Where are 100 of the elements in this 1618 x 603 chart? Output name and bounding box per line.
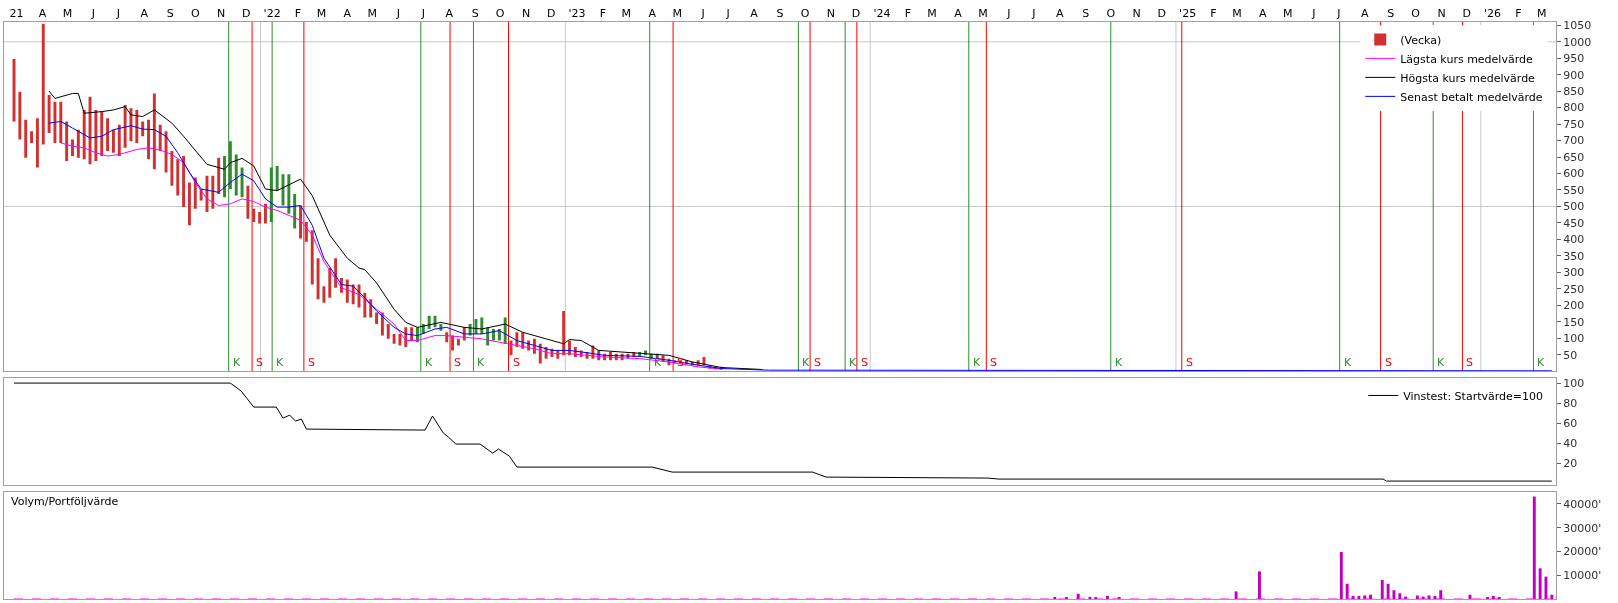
x-tick-label: D xyxy=(546,6,556,20)
y-tick-label: 60 xyxy=(1563,416,1578,430)
x-tick-label: A xyxy=(445,6,454,20)
y-tick-label: 350 xyxy=(1563,249,1585,263)
y-tick-label: 650 xyxy=(1563,150,1585,164)
ref-line-label: S xyxy=(454,356,461,369)
y-tick-label: 600 xyxy=(1563,167,1585,181)
ref-line-label: K xyxy=(1344,356,1352,369)
y-tick-label: 40 xyxy=(1563,436,1578,450)
ref-line-label: K xyxy=(1437,356,1445,369)
y-tick-label: 450 xyxy=(1563,216,1585,230)
y-tick-label: 100 xyxy=(1563,376,1585,390)
legend-label: Vinstest: Startvärde=100 xyxy=(1403,389,1544,403)
x-tick-label: O xyxy=(495,6,505,20)
x-tick-label: D xyxy=(1462,6,1471,20)
ref-line-label: S xyxy=(1385,356,1392,369)
x-tick-label: M xyxy=(1537,6,1547,20)
x-tick-label: F xyxy=(904,6,911,20)
x-tick-label: M xyxy=(62,6,73,20)
x-tick-label: J xyxy=(1031,6,1036,20)
x-tick-label: A xyxy=(1360,6,1369,20)
x-tick-label: O xyxy=(190,6,200,20)
y-tick-label: 20 xyxy=(1563,456,1578,470)
y-tick-label: 400 xyxy=(1563,233,1585,247)
ref-line-label: S xyxy=(861,356,868,369)
x-tick-label: A xyxy=(38,6,47,20)
x-tick-label: M xyxy=(621,6,632,20)
y-tick-label: 300 xyxy=(1563,266,1585,280)
x-tick-label: M xyxy=(927,6,937,20)
ref-line-label: K xyxy=(1537,356,1545,369)
y-tick-label: 40000' xyxy=(1563,497,1602,511)
legend-label: Högsta kurs medelvärde xyxy=(1400,71,1536,85)
ref-line-label: K xyxy=(425,356,433,369)
x-tick-label: S xyxy=(1082,6,1090,20)
ref-line-label: K xyxy=(233,356,241,369)
x-tick-label: M xyxy=(978,6,988,20)
x-tick-label: M xyxy=(367,6,378,20)
chart-title: Volym/Portföljvärde xyxy=(11,495,119,508)
x-tick-label: A xyxy=(1259,6,1268,20)
ref-line-label: K xyxy=(1115,356,1123,369)
y-tick-label: 200 xyxy=(1563,299,1585,313)
x-tick-label: A xyxy=(140,6,149,20)
x-tick-label: '23 xyxy=(568,6,586,20)
x-tick-label: A xyxy=(343,6,352,20)
x-tick-label: M xyxy=(1232,6,1242,20)
x-tick-label: O xyxy=(1106,6,1116,20)
y-tick-label: 30000' xyxy=(1563,521,1602,535)
ref-line-label: K xyxy=(276,356,284,369)
x-tick-label: J xyxy=(700,6,705,20)
ref-line-label: S xyxy=(990,356,997,369)
x-tick-label: N xyxy=(521,6,531,20)
x-tick-label: S xyxy=(1387,6,1395,20)
y-tick-label: 850 xyxy=(1563,85,1585,99)
y-tick-label: 950 xyxy=(1563,52,1585,66)
x-tick-label: O xyxy=(1411,6,1421,20)
x-tick-label: J xyxy=(1311,6,1316,20)
ref-line-label: K xyxy=(477,356,485,369)
y-tick-label: 550 xyxy=(1563,183,1585,197)
y-tick-label: 500 xyxy=(1563,200,1585,214)
x-tick-label: A xyxy=(1056,6,1065,20)
x-tick-label: '24 xyxy=(873,6,891,20)
x-tick-label: D xyxy=(851,6,861,20)
x-tick-label: M xyxy=(316,6,327,20)
y-tick-label: 80 xyxy=(1563,396,1578,410)
x-tick-label: J xyxy=(725,6,730,20)
y-tick-label: 1050 xyxy=(1563,19,1592,33)
x-tick-label: J xyxy=(1006,6,1011,20)
ref-line-label: K xyxy=(802,356,810,369)
x-tick-label: N xyxy=(1437,6,1446,20)
x-tick-label: M xyxy=(672,6,683,20)
y-tick-label: 750 xyxy=(1563,117,1585,131)
x-tick-label: S xyxy=(471,6,479,20)
ref-line-label: K xyxy=(849,356,857,369)
legend-label: Senast betalt medelvärde xyxy=(1400,90,1543,104)
x-tick-label: A xyxy=(954,6,963,20)
x-tick-label: S xyxy=(776,6,784,20)
x-tick-label: J xyxy=(1336,6,1341,20)
y-tick-label: 20000' xyxy=(1563,545,1602,559)
y-tick-label: 250 xyxy=(1563,282,1585,296)
y-tick-label: 800 xyxy=(1563,101,1585,115)
ref-line-label: S xyxy=(814,356,821,369)
ref-line-label: S xyxy=(1186,356,1193,369)
x-tick-label: F xyxy=(1515,6,1522,20)
x-tick-label: D xyxy=(242,6,251,20)
ref-line-label: K xyxy=(973,356,981,369)
x-tick-label: S xyxy=(166,6,174,20)
x-tick-label: N xyxy=(1132,6,1141,20)
y-tick-label: 900 xyxy=(1563,68,1585,82)
y-tick-label: 50 xyxy=(1563,348,1578,362)
ref-line-label: S xyxy=(256,356,263,369)
x-tick-label: J xyxy=(395,6,400,20)
x-tick-label: '22 xyxy=(263,6,281,20)
x-tick-label: J xyxy=(115,6,121,20)
x-tick-label: '26 xyxy=(1484,6,1502,20)
legend-label: (Vecka) xyxy=(1400,33,1442,47)
ref-line-label: S xyxy=(308,356,315,369)
y-tick-label: 10000' xyxy=(1563,569,1602,583)
x-tick-label: N xyxy=(217,6,226,20)
x-tick-label: N xyxy=(826,6,836,20)
x-tick-label: A xyxy=(648,6,657,20)
